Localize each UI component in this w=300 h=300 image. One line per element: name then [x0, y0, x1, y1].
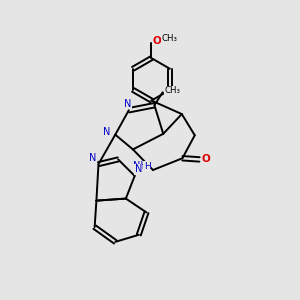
Text: H: H — [144, 162, 150, 171]
Text: CH₃: CH₃ — [162, 34, 178, 43]
Text: O: O — [202, 154, 210, 164]
Text: N: N — [134, 164, 142, 174]
Text: CH₃: CH₃ — [165, 86, 181, 95]
Text: N: N — [103, 127, 111, 137]
Text: NH: NH — [133, 161, 148, 172]
Text: N: N — [124, 99, 131, 109]
Text: N: N — [89, 153, 96, 163]
Text: O: O — [153, 36, 162, 46]
